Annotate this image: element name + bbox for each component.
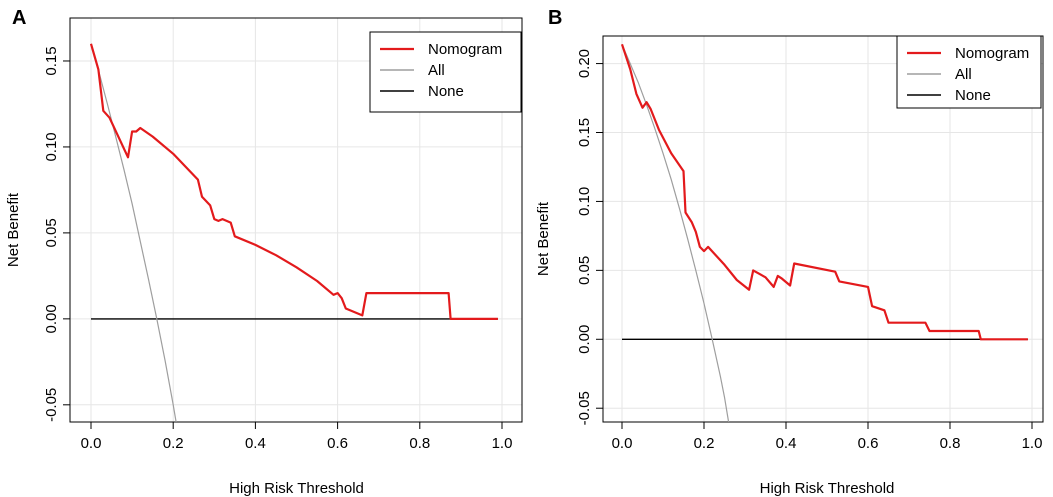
x-tick-label: 0.8 bbox=[940, 435, 961, 452]
panel-a-plot-frame bbox=[69, 17, 523, 423]
panel-a-x-axis-title: High Risk Threshold bbox=[229, 480, 364, 497]
legend-label-nomogram: Nomogram bbox=[955, 45, 1029, 62]
y-tick-label: 0.15 bbox=[576, 118, 593, 147]
y-tick-label: 0.05 bbox=[576, 256, 593, 285]
y-tick-label: -0.05 bbox=[43, 388, 60, 422]
x-tick-label: 0.6 bbox=[327, 435, 348, 452]
y-tick-label: 0.10 bbox=[576, 187, 593, 216]
x-tick-label: 0.2 bbox=[163, 435, 184, 452]
x-tick-label: 0.8 bbox=[409, 435, 430, 452]
legend-label-nomogram: Nomogram bbox=[428, 41, 502, 58]
panel-b-x-axis-title: High Risk Threshold bbox=[760, 480, 895, 497]
x-tick-label: 1.0 bbox=[1022, 435, 1043, 452]
legend-label-all: All bbox=[955, 66, 972, 83]
panel-b-plot-frame bbox=[602, 35, 1044, 423]
panel-b: B 0.0 0.2 0.4 0.6 0.8 1.0 -0.05 0.00 0.05 0.10 0.15… bbox=[535, 7, 1044, 497]
x-tick-label: 0.6 bbox=[858, 435, 879, 452]
panel-b-letter: B bbox=[548, 7, 562, 29]
y-tick-label: 0.20 bbox=[576, 49, 593, 78]
y-tick-label: 0.00 bbox=[43, 304, 60, 333]
y-tick-label: 0.00 bbox=[576, 325, 593, 354]
y-tick-label: 0.15 bbox=[43, 46, 60, 75]
legend-label-none: None bbox=[428, 83, 464, 100]
panel-b-legend-box bbox=[896, 35, 1042, 109]
panel-a-legend-box bbox=[369, 31, 522, 113]
x-tick-label: 0.0 bbox=[612, 435, 633, 452]
series-line-all bbox=[90, 43, 177, 422]
legend-label-all: All bbox=[428, 62, 445, 79]
x-tick-label: 0.2 bbox=[694, 435, 715, 452]
y-tick-label: 0.05 bbox=[43, 218, 60, 247]
panel-a-letter: A bbox=[12, 7, 26, 29]
series-line-nomogram bbox=[89, 43, 498, 320]
y-tick-label: 0.10 bbox=[43, 132, 60, 161]
x-tick-label: 0.0 bbox=[81, 435, 102, 452]
panel-a: A 0.0 0.2 0.4 0.6 0.8 1.0 -0.05 0.00 0.05 0.10 0.15… bbox=[5, 7, 523, 497]
x-tick-label: 0.4 bbox=[776, 435, 797, 452]
x-tick-label: 0.4 bbox=[245, 435, 266, 452]
series-line-nomogram bbox=[620, 43, 1028, 341]
panel-b-y-axis-title: Net Benefit bbox=[535, 201, 552, 276]
x-tick-label: 1.0 bbox=[492, 435, 513, 452]
y-tick-label: -0.05 bbox=[576, 391, 593, 425]
series-line-all bbox=[621, 44, 730, 422]
panel-a-y-axis-title: Net Benefit bbox=[5, 192, 22, 267]
legend-label-none: None bbox=[955, 87, 991, 104]
